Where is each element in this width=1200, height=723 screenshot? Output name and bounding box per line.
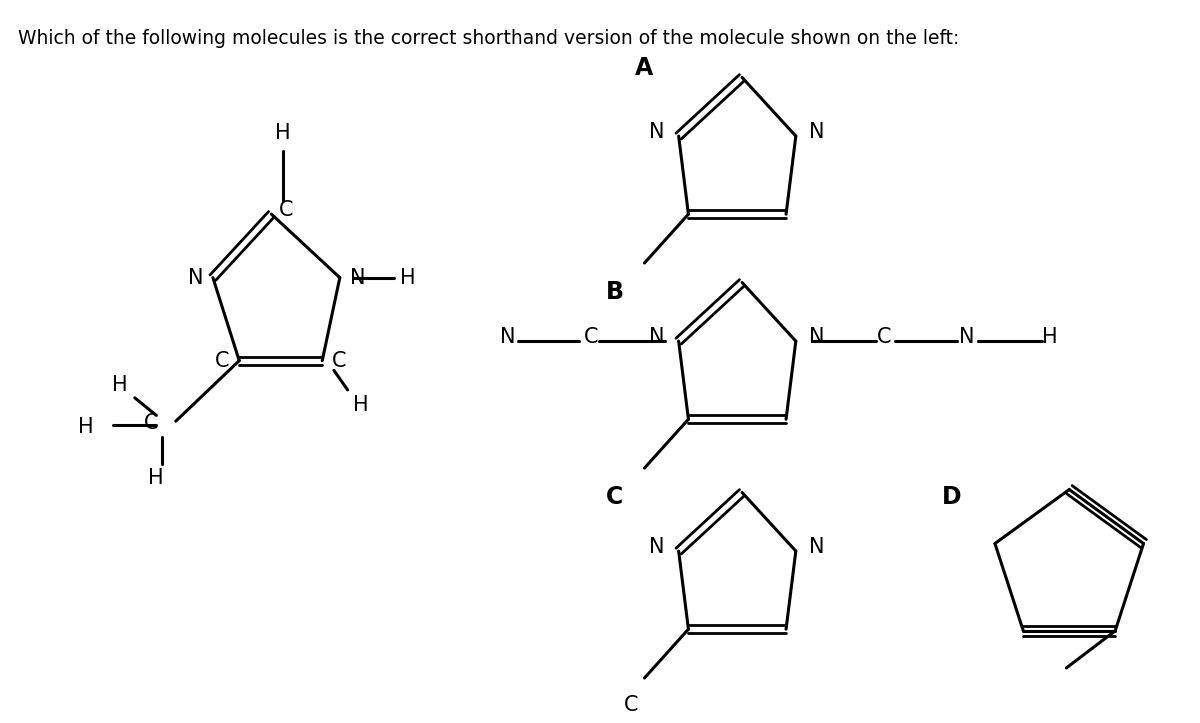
Text: N: N — [500, 328, 516, 347]
Text: N: N — [959, 328, 974, 347]
Text: H: H — [78, 417, 94, 437]
Text: C: C — [280, 200, 294, 221]
Text: N: N — [187, 268, 203, 288]
Text: H: H — [275, 123, 290, 143]
Text: C: C — [624, 696, 638, 715]
Text: N: N — [810, 328, 824, 347]
Text: N: N — [810, 537, 824, 557]
Text: C: C — [876, 328, 890, 347]
Text: C: C — [606, 485, 623, 510]
Text: H: H — [1042, 328, 1057, 347]
Text: H: H — [149, 468, 164, 488]
Text: H: H — [354, 395, 370, 414]
Text: C: C — [332, 351, 347, 371]
Text: N: N — [649, 537, 665, 557]
Text: B: B — [606, 281, 624, 304]
Text: H: H — [401, 268, 416, 288]
Text: C: C — [215, 351, 229, 371]
Text: N: N — [649, 122, 665, 142]
Text: H: H — [113, 375, 128, 395]
Text: A: A — [635, 56, 653, 80]
Text: N: N — [810, 122, 824, 142]
Text: Which of the following molecules is the correct shorthand version of the molecul: Which of the following molecules is the … — [18, 29, 959, 48]
Text: C: C — [144, 413, 158, 433]
Text: D: D — [942, 485, 962, 510]
Text: N: N — [649, 328, 665, 347]
Text: C: C — [583, 328, 598, 347]
Text: N: N — [349, 268, 365, 288]
